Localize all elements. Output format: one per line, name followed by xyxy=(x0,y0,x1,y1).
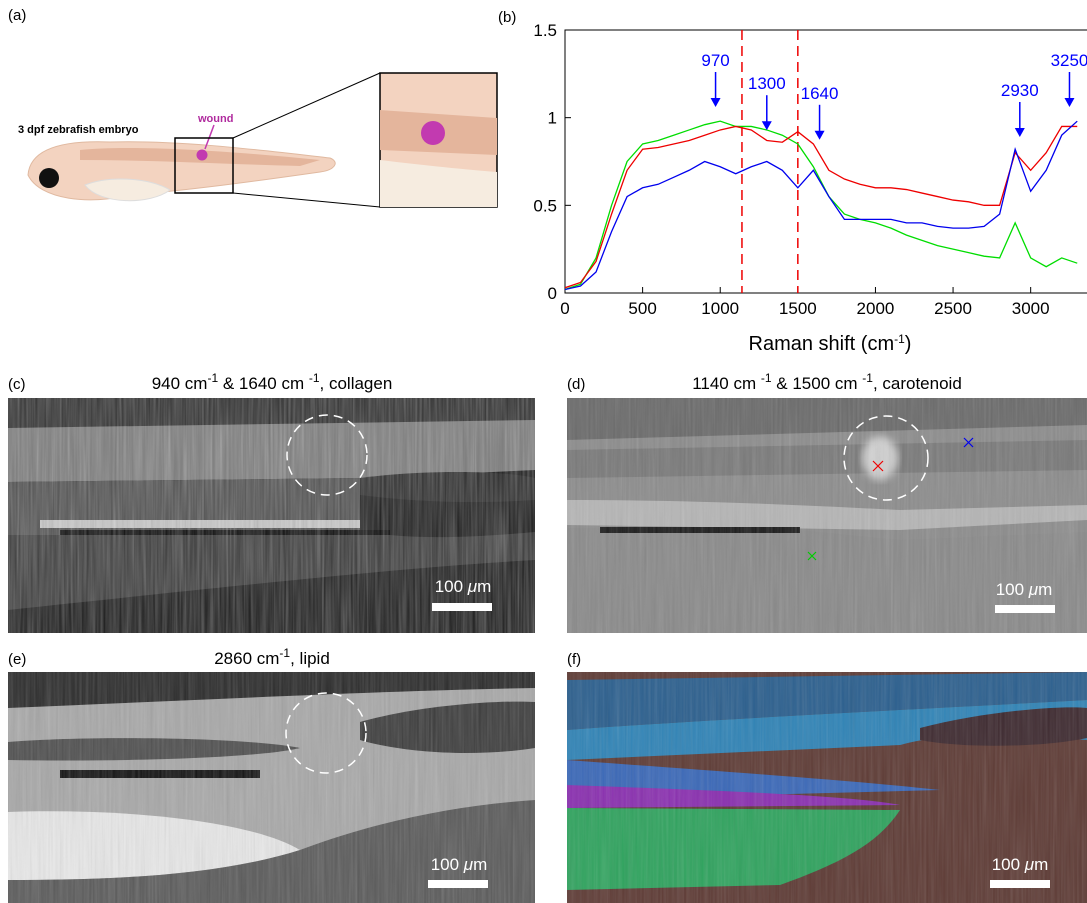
scale-bar-label: 100 μm xyxy=(435,577,492,596)
x-tick-label: 500 xyxy=(628,299,656,318)
peak-label: 1640 xyxy=(801,84,839,103)
arrow-head xyxy=(1014,128,1025,137)
text-part: μ xyxy=(1028,580,1039,599)
scale-bar-label: 100 μm xyxy=(431,855,488,874)
arrow-head xyxy=(814,130,825,140)
text-part: m xyxy=(473,855,487,874)
y-tick-label: 0 xyxy=(548,284,557,303)
peak-label: 970 xyxy=(701,51,729,70)
embryo-diagram xyxy=(27,72,498,208)
text-part: 100 xyxy=(992,855,1025,874)
text-part: ) xyxy=(905,333,912,355)
arrow-head xyxy=(761,121,772,131)
text-part: 1140 cm xyxy=(692,374,761,393)
x-tick-label: 1000 xyxy=(701,299,739,318)
wound-label: wound xyxy=(197,113,233,125)
spectrum-line xyxy=(565,120,1078,291)
text-part: μ xyxy=(1024,855,1035,874)
panel-title: 940 cm-1 & 1640 cm -1, collagen xyxy=(152,371,393,393)
spectrum-chart: 0 0.5 1 1.5 0 500 1000 1500 2000 2500 3000 Raman sh… xyxy=(533,21,1087,355)
image-collagen: 100 μm xyxy=(8,398,535,633)
image-carotenoid: 100 μm xyxy=(567,398,1087,633)
x-axis-label: Raman shift (cm-1) xyxy=(749,332,912,355)
panel-title: 1140 cm -1 & 1500 cm -1, carotenoid xyxy=(692,371,962,393)
text-part: m xyxy=(1034,855,1048,874)
text-part: , carotenoid xyxy=(873,374,962,393)
text-part: 100 xyxy=(435,577,468,596)
panel-label: (e) xyxy=(8,651,26,668)
panel-label: (b) xyxy=(498,9,516,26)
peak-label: 2930 xyxy=(1001,81,1039,100)
superscript: -1 xyxy=(862,371,873,385)
spectrum-line xyxy=(565,125,1078,289)
text-part: & 1500 cm xyxy=(772,374,863,393)
peak-label: 3250 xyxy=(1051,51,1087,70)
x-tick-label: 2500 xyxy=(934,299,972,318)
x-tick-label: 2000 xyxy=(857,299,895,318)
panel-label: (c) xyxy=(8,376,26,393)
text-part: , lipid xyxy=(290,649,330,668)
panel-label: (f) xyxy=(567,651,581,668)
image-lipid: 100 μm xyxy=(8,672,535,903)
superscript: -1 xyxy=(761,371,772,385)
panel-label: (d) xyxy=(567,376,585,393)
text-part: 940 cm xyxy=(152,374,208,393)
superscript: -1 xyxy=(894,332,905,346)
y-tick-label: 1.5 xyxy=(533,21,557,40)
text-part: 100 xyxy=(996,580,1029,599)
arrow-head xyxy=(710,98,721,107)
text-part: 2860 cm xyxy=(214,649,279,668)
plot-area xyxy=(565,30,1078,293)
y-tick-label: 0.5 xyxy=(533,196,557,215)
text-part: & 1640 cm xyxy=(218,374,309,393)
x-tick-label: 1500 xyxy=(779,299,817,318)
text-part: μ xyxy=(463,855,474,874)
text-part: , collagen xyxy=(320,374,393,393)
superscript: -1 xyxy=(309,371,320,385)
text-part: m xyxy=(1038,580,1052,599)
arrow-head xyxy=(1064,98,1075,107)
scale-bar-label: 100 μm xyxy=(992,855,1049,874)
y-tick-label: 1 xyxy=(548,109,557,128)
x-tick-label: 0 xyxy=(560,299,569,318)
spectrum-line xyxy=(565,120,1078,291)
text-part: Raman shift (cm xyxy=(749,333,895,355)
text-part: m xyxy=(477,577,491,596)
embryo-label: 3 dpf zebrafish embryo xyxy=(18,124,139,136)
x-tick-label: 3000 xyxy=(1012,299,1050,318)
superscript: -1 xyxy=(207,371,218,385)
text-part: 100 xyxy=(431,855,464,874)
panel-title: 2860 cm-1, lipid xyxy=(214,646,330,668)
panel-label: (a) xyxy=(8,7,26,24)
plot-frame xyxy=(564,29,1087,294)
peak-label: 1300 xyxy=(748,74,786,93)
image-composite: 100 μm xyxy=(567,672,1087,903)
superscript: -1 xyxy=(279,646,290,660)
scale-bar-label: 100 μm xyxy=(996,580,1053,599)
text-part: μ xyxy=(467,577,478,596)
